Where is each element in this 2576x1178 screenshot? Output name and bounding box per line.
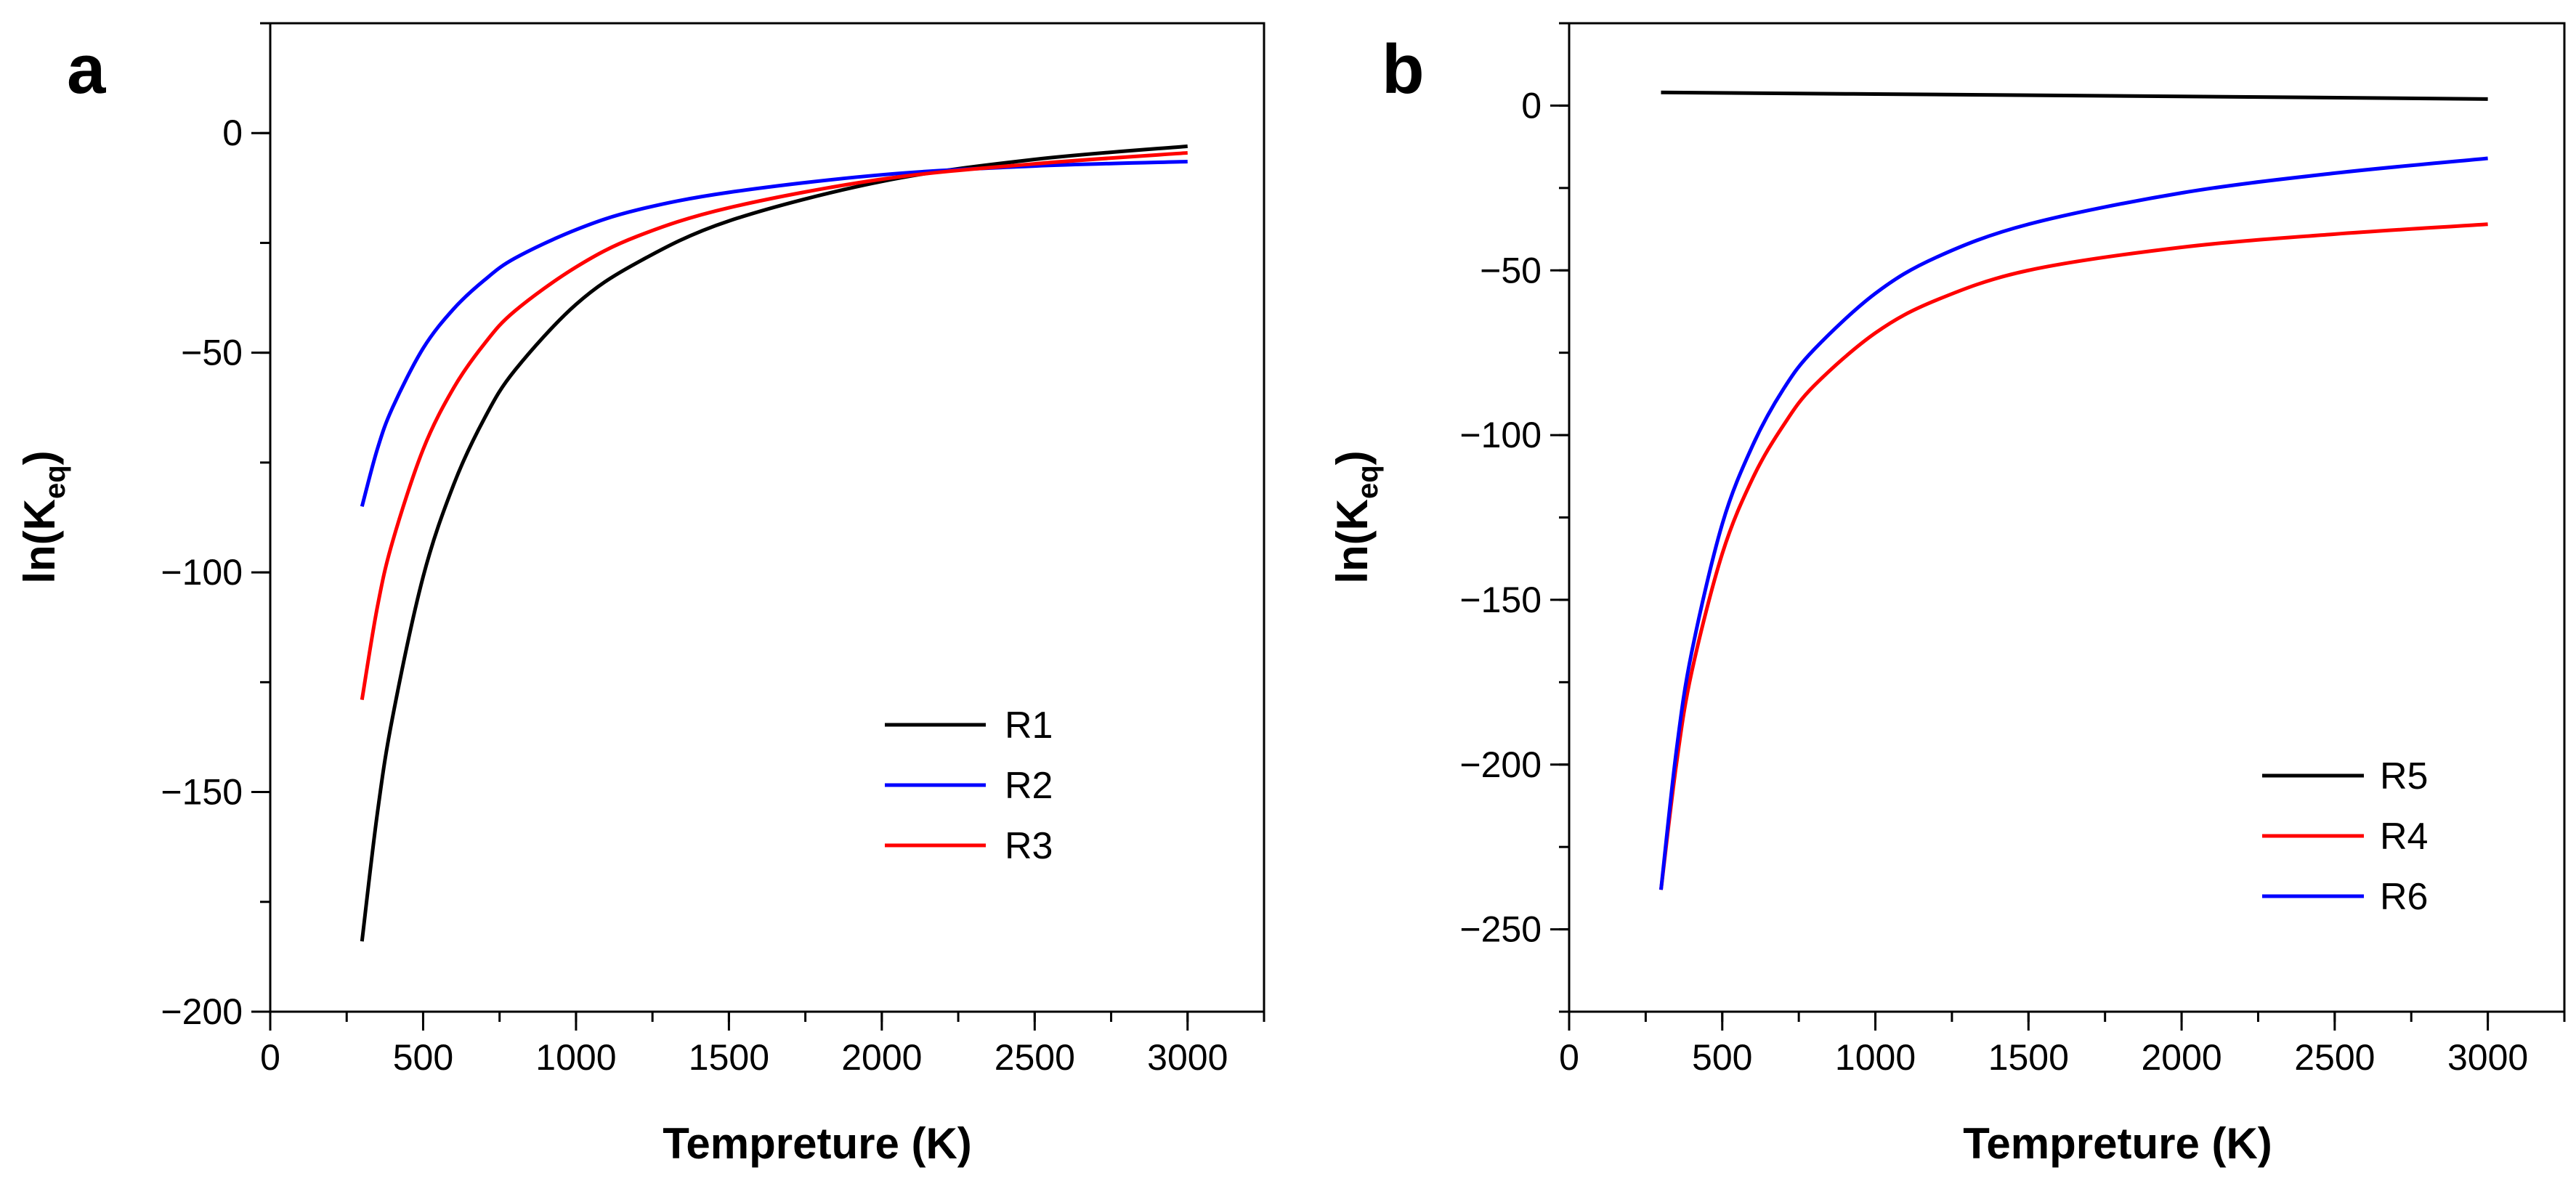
x-tick-label: 2000: [841, 1037, 922, 1078]
panel-letter: a: [67, 31, 106, 108]
x-tick-label: 0: [1559, 1037, 1579, 1078]
y-axis-title: ln(Keq): [15, 450, 71, 583]
y-axis-title-close: ): [15, 450, 64, 465]
legend-label-r5: R5: [2380, 755, 2428, 797]
y-axis-title-subscript: eq: [39, 465, 71, 499]
legend-label-r6: R6: [2380, 876, 2428, 918]
series-line-r2: [360, 160, 1188, 508]
plot-frame: [1568, 22, 2566, 1013]
y-tick-label: −150: [161, 772, 243, 813]
x-tick-label: 500: [1692, 1037, 1752, 1078]
legend-label-r3: R3: [1005, 825, 1053, 867]
panel-letter: b: [1382, 31, 1425, 108]
y-tick-label: −150: [1459, 580, 1542, 620]
series-line-r5: [1661, 90, 2488, 101]
plot-frame: [269, 22, 1265, 1013]
y-axis-title-main: ln(K: [1328, 499, 1377, 584]
series-line-r4: [1658, 222, 2488, 890]
legend-label-r2: R2: [1005, 765, 1053, 807]
x-tick-label: 500: [393, 1037, 453, 1078]
x-tick-label: 1000: [535, 1037, 616, 1078]
y-axis-title: ln(Keq): [1328, 450, 1384, 583]
x-tick-label: 3000: [2447, 1037, 2528, 1078]
panel-b: 0 500 1000 1500 2000 2500 3000 0 −50 −100 −150 −200…: [1328, 22, 2566, 1168]
y-tick-label: −50: [1480, 250, 1542, 291]
legend: R5 R4 R6: [2262, 755, 2428, 918]
y-tick-label: −100: [161, 552, 243, 593]
legend-label-r4: R4: [2380, 816, 2428, 858]
x-tick-label: 3000: [1147, 1037, 1228, 1078]
x-axis-title: Tempreture (K): [1963, 1119, 2272, 1168]
y-axis-title-subscript: eq: [1352, 465, 1384, 499]
x-axis-title: Tempreture (K): [663, 1119, 972, 1168]
y-tick-label: −250: [1459, 909, 1542, 950]
y-tick-label: −50: [181, 333, 243, 373]
y-tick-label: 0: [222, 113, 243, 153]
x-tick-label: 2500: [2294, 1037, 2375, 1078]
x-tick-label: 1000: [1835, 1037, 1916, 1078]
y-tick-label: 0: [1521, 85, 1542, 126]
y-tick-label: −200: [1459, 744, 1542, 785]
y-tick-label: −200: [161, 991, 243, 1032]
panel-a: 0 500 1000 1500 2000 2500 3000 0 −50 −100 −150 −200…: [15, 22, 1265, 1168]
y-axis-title-main: ln(K: [15, 499, 64, 584]
x-tick-label: 1500: [689, 1037, 769, 1078]
x-tick-label: 0: [260, 1037, 280, 1078]
series-line-r6: [1658, 156, 2488, 890]
x-tick-label: 2000: [2141, 1037, 2221, 1078]
legend: R1 R2 R3: [885, 704, 1053, 867]
x-tick-label: 2500: [995, 1037, 1075, 1078]
y-tick-label: −100: [1459, 415, 1542, 455]
legend-label-r1: R1: [1005, 704, 1053, 747]
series-line-r3: [360, 150, 1188, 700]
series-line-r1: [360, 144, 1188, 942]
y-axis-title-close: ): [1328, 450, 1377, 465]
x-tick-label: 1500: [1988, 1037, 2069, 1078]
